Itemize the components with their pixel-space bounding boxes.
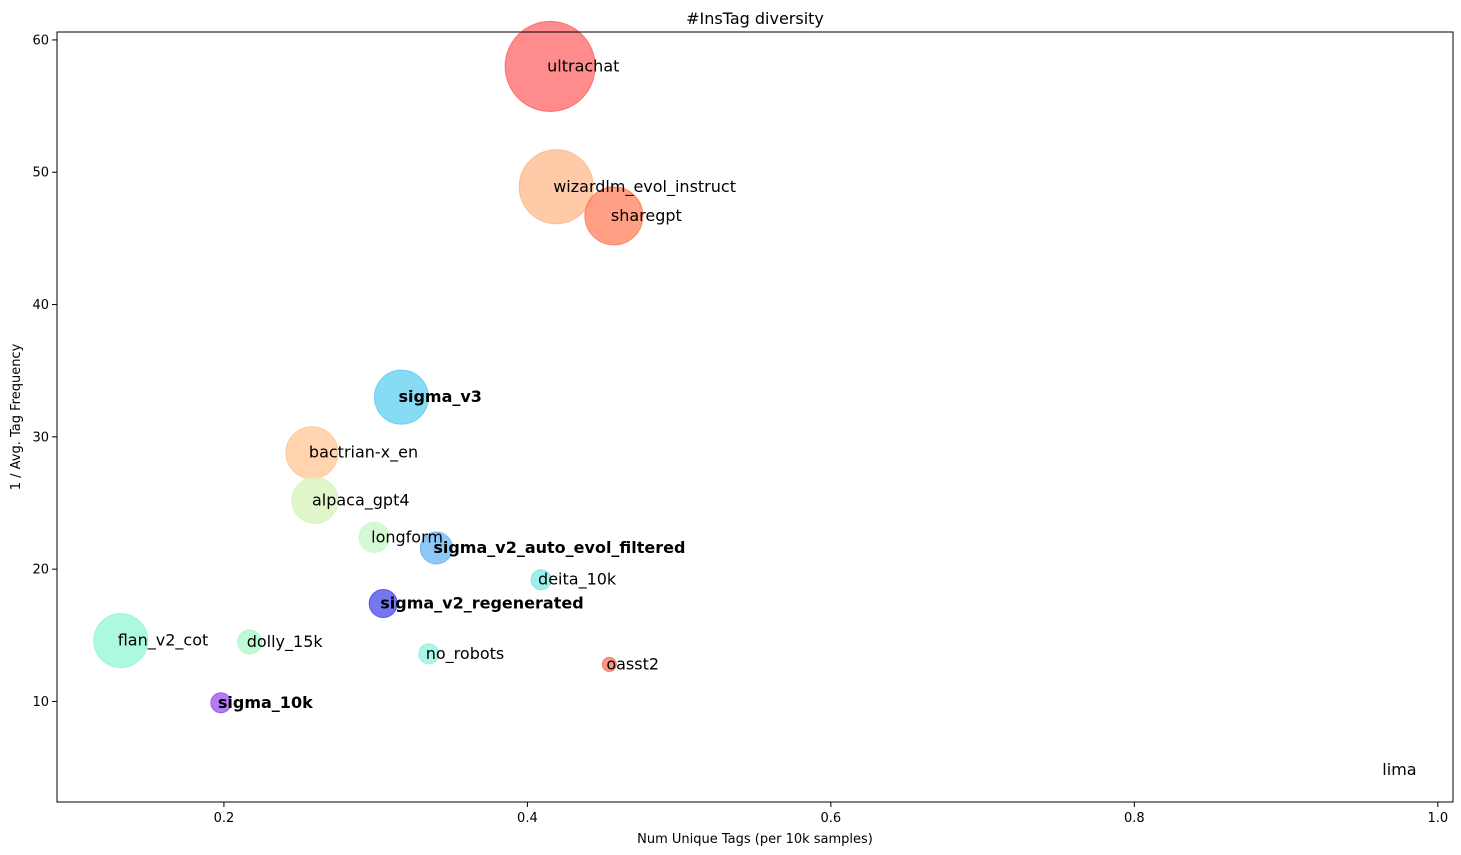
- bubble-sigma-v3: [373, 369, 429, 425]
- point-labels-layer: ultrachat wizardlm_evol_instruct sharegpt s…: [118, 56, 1417, 779]
- plot-frame: [56, 31, 1454, 803]
- point-label-longform: longform: [371, 527, 443, 546]
- point-label-flan-v2-cot: flan_v2_cot: [118, 631, 209, 651]
- point-label-dolly-15k: dolly_15k: [247, 632, 324, 652]
- bubble-sigma-v2-auto-evol-filtered: [419, 531, 453, 565]
- point-label-sigma-v2-auto-evol-filtered: sigma_v2_auto_evol_filtered: [433, 538, 685, 557]
- bubble-alpaca-gpt4: [291, 476, 339, 524]
- point-label-oasst2: oasst2: [606, 654, 659, 673]
- bubble-deita-10k: [530, 569, 552, 591]
- y-axis-label: 1 / Avg. Tag Frequency: [9, 343, 24, 490]
- point-label-ultrachat: ultrachat: [547, 56, 619, 75]
- x-tick-label: 0.6: [821, 811, 842, 826]
- points-layer: [93, 20, 1394, 772]
- bubble-sigma-v2-regenerated: [368, 589, 398, 619]
- bubble-longform: [358, 521, 390, 553]
- point-label-sharegpt: sharegpt: [611, 206, 682, 225]
- y-tick-label: 40: [32, 298, 49, 313]
- point-label-sigma-10k: sigma_10k: [218, 693, 313, 712]
- bubble-flan-v2-cot: [93, 613, 149, 669]
- bubble-oasst2: [601, 656, 617, 672]
- point-label-no-robots: no_robots: [426, 644, 505, 664]
- point-label-alpaca-gpt4: alpaca_gpt4: [312, 490, 410, 510]
- bubble-wizardlm-evol-instruct: [518, 149, 594, 225]
- bubble-no-robots: [418, 643, 440, 665]
- y-tick-label: 20: [32, 563, 49, 578]
- x-tick-label: 1.0: [1427, 811, 1448, 826]
- chart-title: #InsTag diversity: [686, 9, 824, 28]
- x-tick-label: 0.4: [517, 811, 538, 826]
- point-label-lima: lima: [1382, 760, 1416, 779]
- y-tick-label: 60: [32, 33, 49, 48]
- x-axis-ticks: 0.2 0.4 0.6 0.8 1.0: [214, 802, 1448, 826]
- bubble-sharegpt: [584, 186, 644, 246]
- point-label-wizardlm-evol-instruct: wizardlm_evol_instruct: [553, 177, 736, 197]
- x-axis-label: Num Unique Tags (per 10k samples): [637, 832, 873, 847]
- point-label-bactrian-x-en: bactrian-x_en: [309, 443, 418, 463]
- y-tick-label: 50: [32, 166, 49, 181]
- y-tick-label: 10: [32, 695, 49, 710]
- y-tick-label: 30: [32, 430, 49, 445]
- point-label-sigma-v3: sigma_v3: [398, 387, 482, 406]
- point-label-deita-10k: deita_10k: [538, 570, 617, 590]
- point-label-sigma-v2-regenerated: sigma_v2_regenerated: [380, 594, 583, 613]
- y-axis-ticks: 10 20 30 40 50 60: [32, 33, 57, 710]
- bubble-dolly-15k: [237, 629, 263, 655]
- x-tick-label: 0.2: [214, 811, 235, 826]
- bubble-sigma-10k: [210, 692, 232, 714]
- x-tick-label: 0.8: [1124, 811, 1145, 826]
- bubble-lima: [1390, 768, 1394, 772]
- bubble-ultrachat: [504, 20, 596, 112]
